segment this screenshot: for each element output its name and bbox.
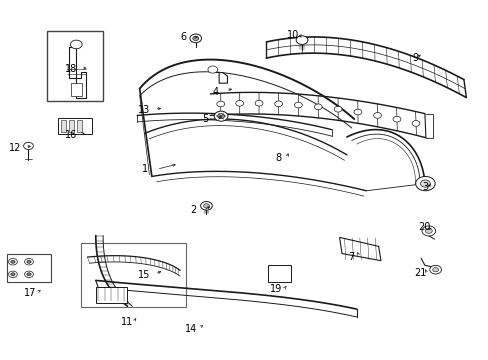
- Text: 16: 16: [65, 130, 78, 140]
- Polygon shape: [339, 237, 380, 261]
- Bar: [6, 253, 51, 282]
- Text: 19: 19: [269, 284, 282, 294]
- Text: 5: 5: [202, 114, 208, 124]
- Circle shape: [207, 66, 217, 73]
- Bar: [58, 118, 92, 134]
- Circle shape: [70, 40, 82, 49]
- Text: 21: 21: [413, 268, 426, 278]
- Circle shape: [27, 260, 31, 263]
- Text: 18: 18: [65, 64, 78, 74]
- Text: 13: 13: [138, 105, 150, 115]
- Circle shape: [420, 180, 429, 187]
- Bar: [61, 121, 66, 132]
- Text: 12: 12: [9, 143, 21, 153]
- Circle shape: [421, 226, 435, 236]
- Text: 2: 2: [190, 206, 196, 216]
- Circle shape: [203, 204, 209, 208]
- Circle shape: [415, 176, 434, 191]
- Circle shape: [294, 102, 302, 108]
- Circle shape: [216, 101, 224, 107]
- Text: 11: 11: [121, 317, 133, 327]
- Circle shape: [333, 106, 341, 112]
- Circle shape: [200, 202, 212, 210]
- Circle shape: [392, 116, 400, 122]
- Text: 14: 14: [184, 324, 197, 334]
- Bar: [77, 121, 81, 132]
- Circle shape: [192, 36, 198, 41]
- Circle shape: [373, 113, 381, 118]
- Circle shape: [217, 114, 224, 119]
- Circle shape: [8, 258, 17, 265]
- Text: 8: 8: [275, 153, 281, 163]
- Text: 10: 10: [286, 30, 299, 40]
- Bar: [47, 31, 103, 101]
- Text: 17: 17: [24, 288, 36, 298]
- Circle shape: [432, 267, 438, 272]
- Circle shape: [189, 34, 201, 42]
- Text: 9: 9: [411, 53, 417, 63]
- Text: 7: 7: [348, 252, 354, 262]
- Bar: [71, 83, 82, 96]
- Bar: [96, 287, 127, 303]
- Circle shape: [24, 258, 33, 265]
- Text: 15: 15: [138, 270, 150, 280]
- Circle shape: [23, 142, 33, 149]
- Circle shape: [24, 271, 33, 278]
- Text: 20: 20: [418, 222, 430, 231]
- Circle shape: [314, 104, 322, 110]
- Circle shape: [274, 101, 282, 107]
- Circle shape: [8, 271, 17, 278]
- Circle shape: [27, 273, 31, 276]
- Circle shape: [255, 100, 263, 106]
- Circle shape: [296, 36, 307, 44]
- Circle shape: [411, 121, 419, 126]
- Circle shape: [425, 228, 431, 233]
- Circle shape: [353, 109, 361, 115]
- Text: 4: 4: [212, 87, 218, 97]
- Circle shape: [235, 100, 243, 106]
- Circle shape: [11, 260, 15, 263]
- Bar: [81, 243, 185, 307]
- Text: 1: 1: [141, 164, 147, 174]
- Text: 3: 3: [421, 182, 427, 192]
- Circle shape: [429, 265, 441, 274]
- Circle shape: [214, 111, 227, 121]
- Text: 6: 6: [180, 32, 186, 41]
- Circle shape: [11, 273, 15, 276]
- Bar: [69, 121, 74, 132]
- Bar: [267, 265, 291, 282]
